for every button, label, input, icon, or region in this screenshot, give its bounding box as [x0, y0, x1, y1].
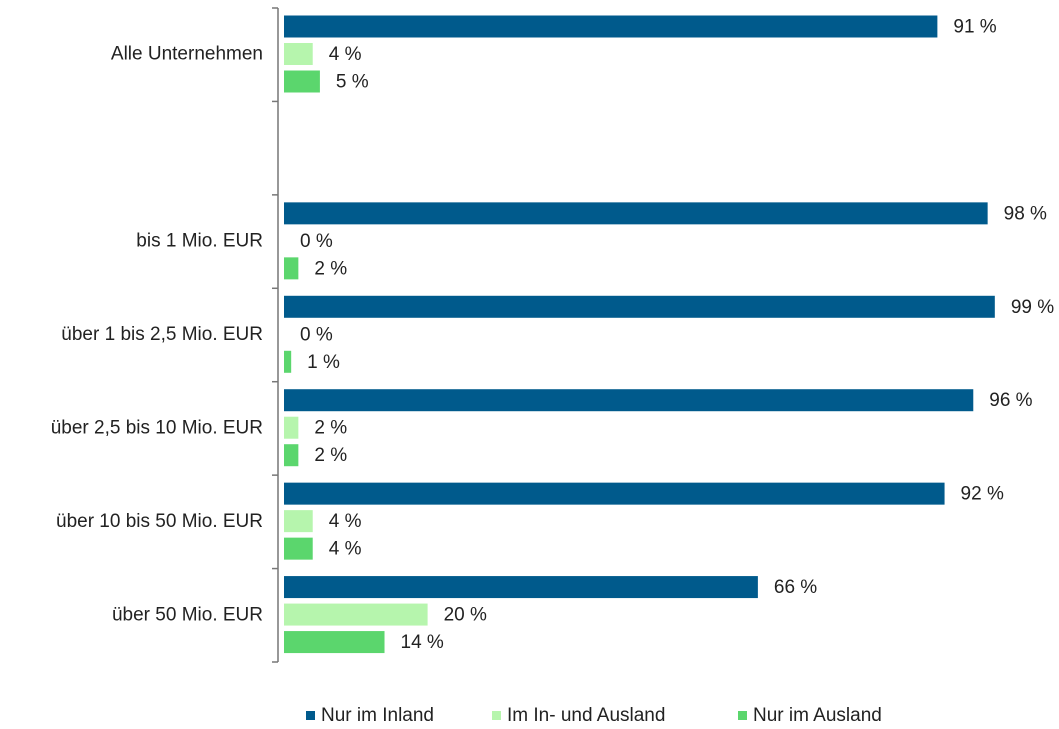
legend-swatch — [492, 711, 501, 720]
legend-label: Im In- und Ausland — [507, 705, 665, 726]
value-label: 4 % — [329, 511, 362, 532]
category-label: bis 1 Mio. EUR — [136, 231, 263, 252]
category-label: Alle Unternehmen — [111, 44, 263, 65]
value-label: 1 % — [307, 352, 340, 373]
value-label: 98 % — [1004, 203, 1047, 224]
legend-swatch — [306, 711, 315, 720]
value-label: 5 % — [336, 72, 369, 93]
bar — [284, 295, 995, 318]
bar — [284, 202, 988, 225]
bar — [284, 631, 385, 654]
value-label: 4 % — [329, 539, 362, 560]
value-label: 91 % — [953, 17, 996, 38]
bar — [284, 416, 299, 439]
bar — [284, 257, 299, 280]
category-label: über 10 bis 50 Mio. EUR — [56, 511, 263, 532]
bar — [284, 15, 938, 38]
bar — [284, 537, 313, 560]
value-label: 4 % — [329, 44, 362, 65]
value-label: 2 % — [314, 418, 347, 439]
legend-swatch — [738, 711, 747, 720]
bar — [284, 389, 974, 412]
bar — [284, 510, 313, 533]
legend-label: Nur im Ausland — [753, 705, 882, 726]
value-label: 92 % — [961, 484, 1004, 505]
bar — [284, 444, 299, 467]
bar — [284, 350, 292, 373]
value-label: 0 % — [300, 231, 333, 252]
value-label: 96 % — [989, 390, 1032, 411]
value-label: 2 % — [314, 445, 347, 466]
value-label: 66 % — [774, 577, 817, 598]
value-label: 20 % — [444, 605, 487, 626]
value-label: 99 % — [1011, 297, 1054, 318]
bar — [284, 603, 428, 626]
value-label: 14 % — [401, 632, 444, 653]
category-label: über 50 Mio. EUR — [112, 604, 263, 625]
legend-label: Nur im Inland — [321, 705, 434, 726]
value-label: 0 % — [300, 324, 333, 345]
category-label: über 2,5 bis 10 Mio. EUR — [51, 417, 263, 438]
bar — [284, 70, 320, 93]
bar — [284, 576, 758, 599]
value-label: 2 % — [314, 258, 347, 279]
bar — [284, 43, 313, 65]
category-label: über 1 bis 2,5 Mio. EUR — [61, 324, 263, 345]
bar — [284, 482, 945, 505]
